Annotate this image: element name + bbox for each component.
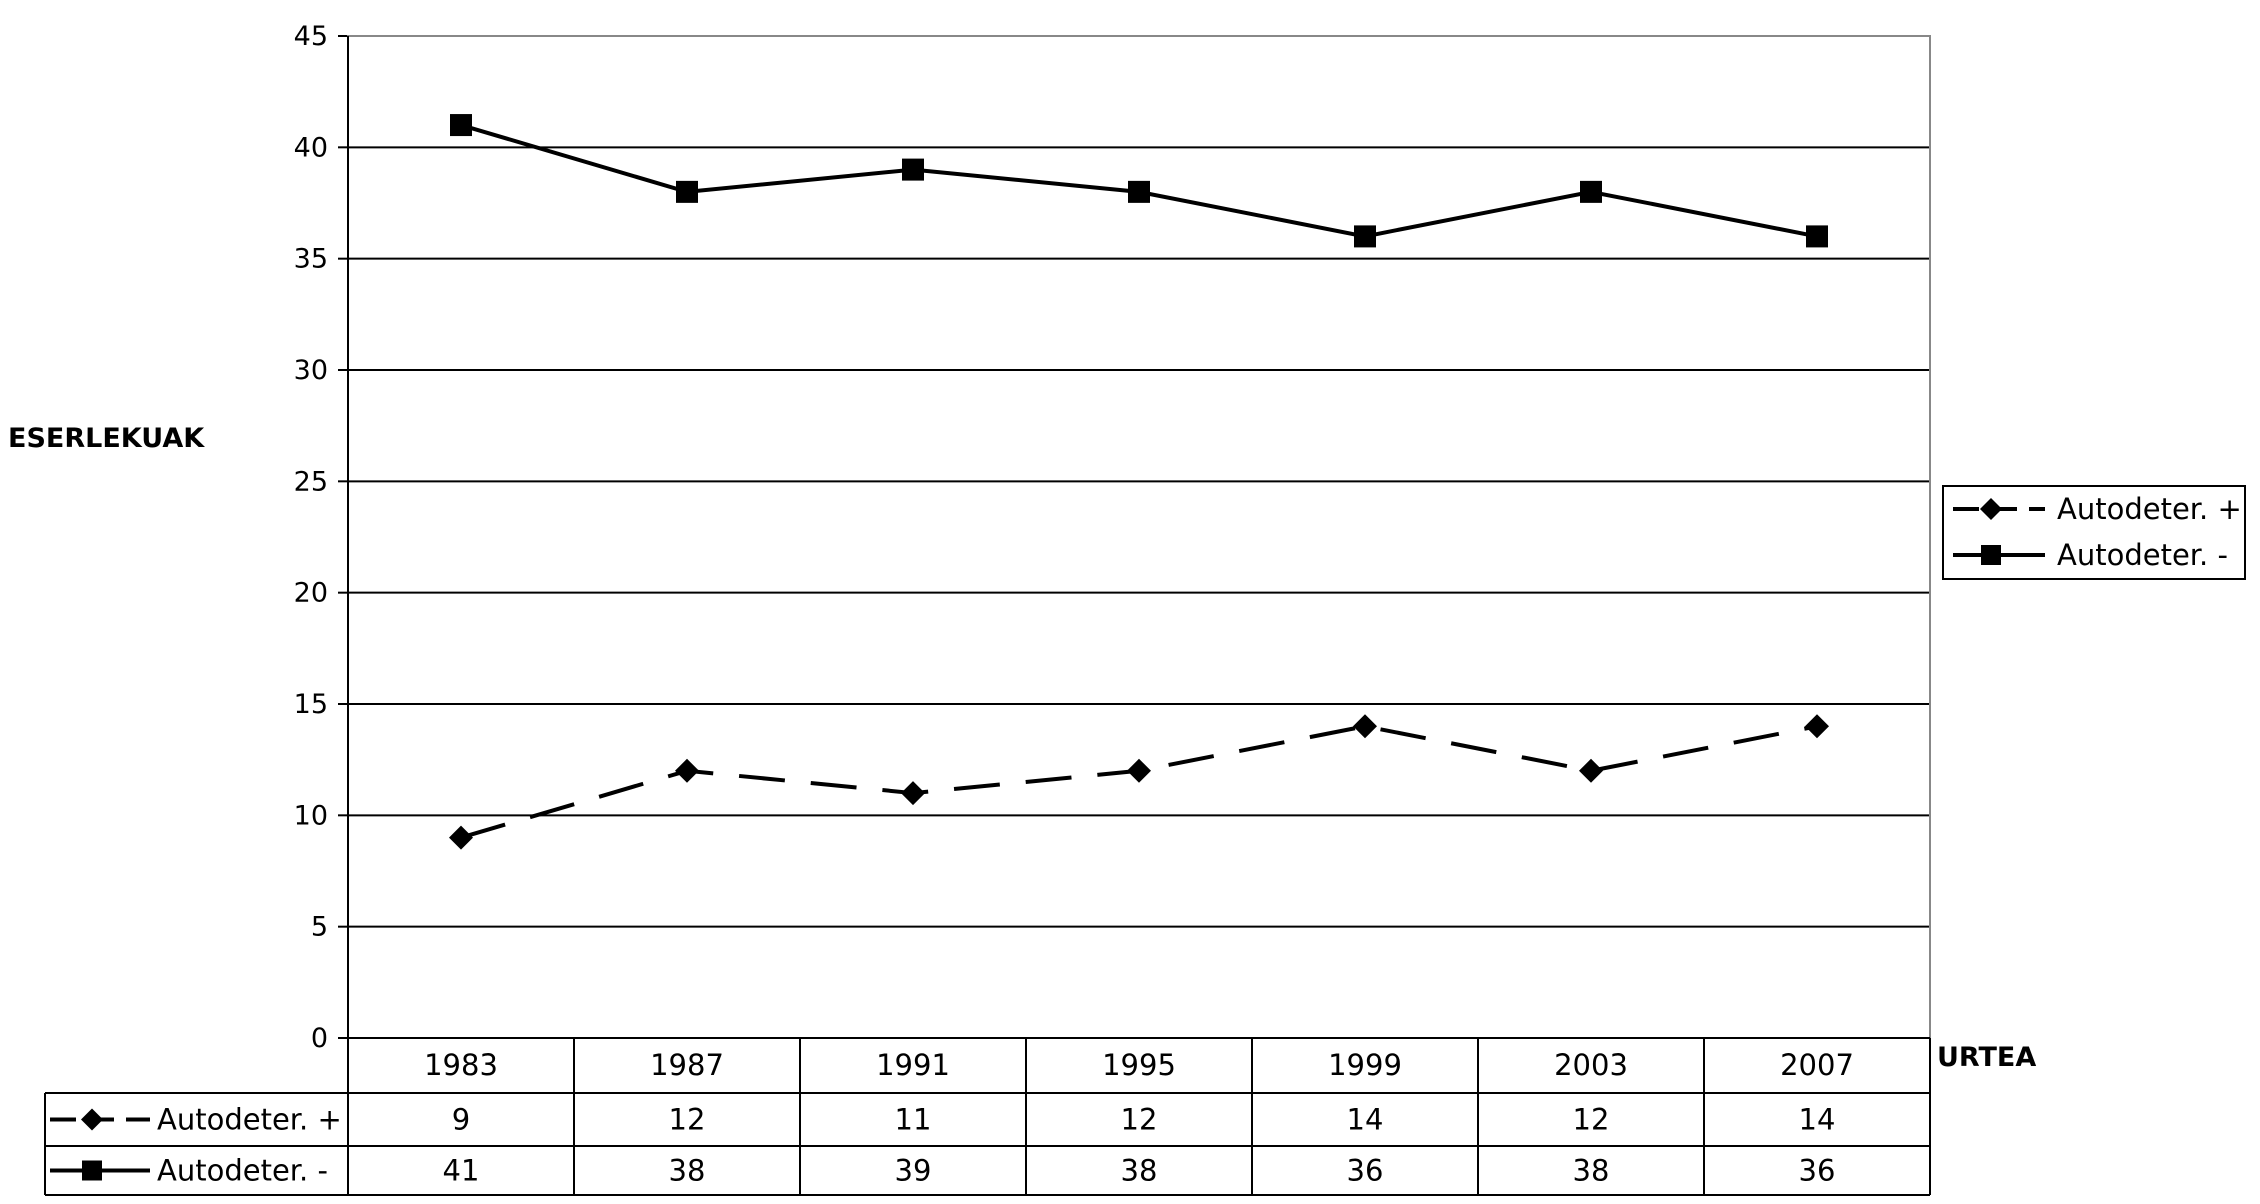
x-tick-label: 1995 bbox=[1102, 1048, 1176, 1082]
y-tick-label: 5 bbox=[311, 912, 328, 943]
x-tick-label: 1983 bbox=[424, 1048, 498, 1082]
table-value: 14 bbox=[1799, 1103, 1836, 1137]
data-point bbox=[1805, 714, 1829, 739]
y-tick-label: 0 bbox=[311, 1023, 328, 1054]
data-point bbox=[1128, 180, 1150, 203]
data-point bbox=[450, 114, 472, 137]
y-tick-labels: 0 5 10 15 20 25 30 35 40 45 bbox=[294, 21, 328, 1054]
table-series-key-marker bbox=[81, 1108, 103, 1131]
data-point bbox=[675, 758, 699, 783]
table-value: 12 bbox=[1121, 1103, 1158, 1137]
data-point bbox=[1354, 225, 1376, 248]
table-value: 14 bbox=[1347, 1103, 1384, 1137]
table-series-key-marker bbox=[82, 1160, 102, 1181]
y-tick-label: 35 bbox=[294, 244, 328, 275]
table-value: 38 bbox=[669, 1154, 706, 1188]
table-series-name: Autodeter. - bbox=[157, 1154, 328, 1188]
y-axis-label: ESERLEKUAK bbox=[8, 423, 205, 454]
table-value: 38 bbox=[1573, 1154, 1610, 1188]
legend-key-marker bbox=[1981, 545, 2001, 565]
table-value: 12 bbox=[669, 1103, 706, 1137]
x-tick-label: 1987 bbox=[650, 1048, 724, 1082]
table-value: 12 bbox=[1573, 1103, 1610, 1137]
data-point bbox=[902, 158, 924, 181]
y-tick-label: 40 bbox=[294, 132, 328, 163]
x-axis-label: URTEA bbox=[1937, 1042, 2036, 1073]
y-tick-label: 30 bbox=[294, 355, 328, 386]
gridlines bbox=[348, 35, 1930, 928]
data-point bbox=[1579, 758, 1603, 783]
data-point bbox=[1580, 180, 1602, 203]
data-point bbox=[676, 180, 698, 203]
series-layer bbox=[449, 114, 1829, 850]
table-value: 11 bbox=[895, 1103, 932, 1137]
y-tick-label: 15 bbox=[294, 689, 328, 720]
x-tick-label: 2003 bbox=[1554, 1048, 1628, 1082]
legend-label: Autodeter. - bbox=[2057, 538, 2228, 572]
legend-key-marker bbox=[1980, 498, 2002, 520]
y-tick-label: 10 bbox=[294, 800, 328, 831]
table-value: 41 bbox=[443, 1154, 480, 1188]
table-value: 9 bbox=[452, 1103, 470, 1137]
legend-label: Autodeter. + bbox=[2057, 492, 2242, 526]
data-point bbox=[901, 781, 925, 806]
x-tick-label: 1999 bbox=[1328, 1048, 1402, 1082]
table-value: 36 bbox=[1799, 1154, 1836, 1188]
data-point bbox=[449, 825, 473, 850]
data-point bbox=[1353, 714, 1377, 739]
y-tick-label: 20 bbox=[294, 578, 328, 609]
table-series-name: Autodeter. + bbox=[157, 1103, 342, 1137]
y-tick-label: 45 bbox=[294, 21, 328, 52]
table-value: 38 bbox=[1121, 1154, 1158, 1188]
x-tick-label: 1991 bbox=[876, 1048, 950, 1082]
legend: Autodeter. + Autodeter. - bbox=[1942, 485, 2246, 580]
series-line bbox=[460, 123, 1818, 239]
data-point bbox=[1127, 758, 1151, 783]
table-value: 36 bbox=[1347, 1154, 1384, 1188]
table-value: 39 bbox=[895, 1154, 932, 1188]
x-tick-label: 2007 bbox=[1780, 1048, 1854, 1082]
data-point bbox=[1806, 225, 1828, 248]
data-table: 1983 1987 1991 1995 1999 2003 2007 Autodeter. +… bbox=[44, 1037, 1931, 1196]
y-tick-label: 25 bbox=[294, 466, 328, 497]
